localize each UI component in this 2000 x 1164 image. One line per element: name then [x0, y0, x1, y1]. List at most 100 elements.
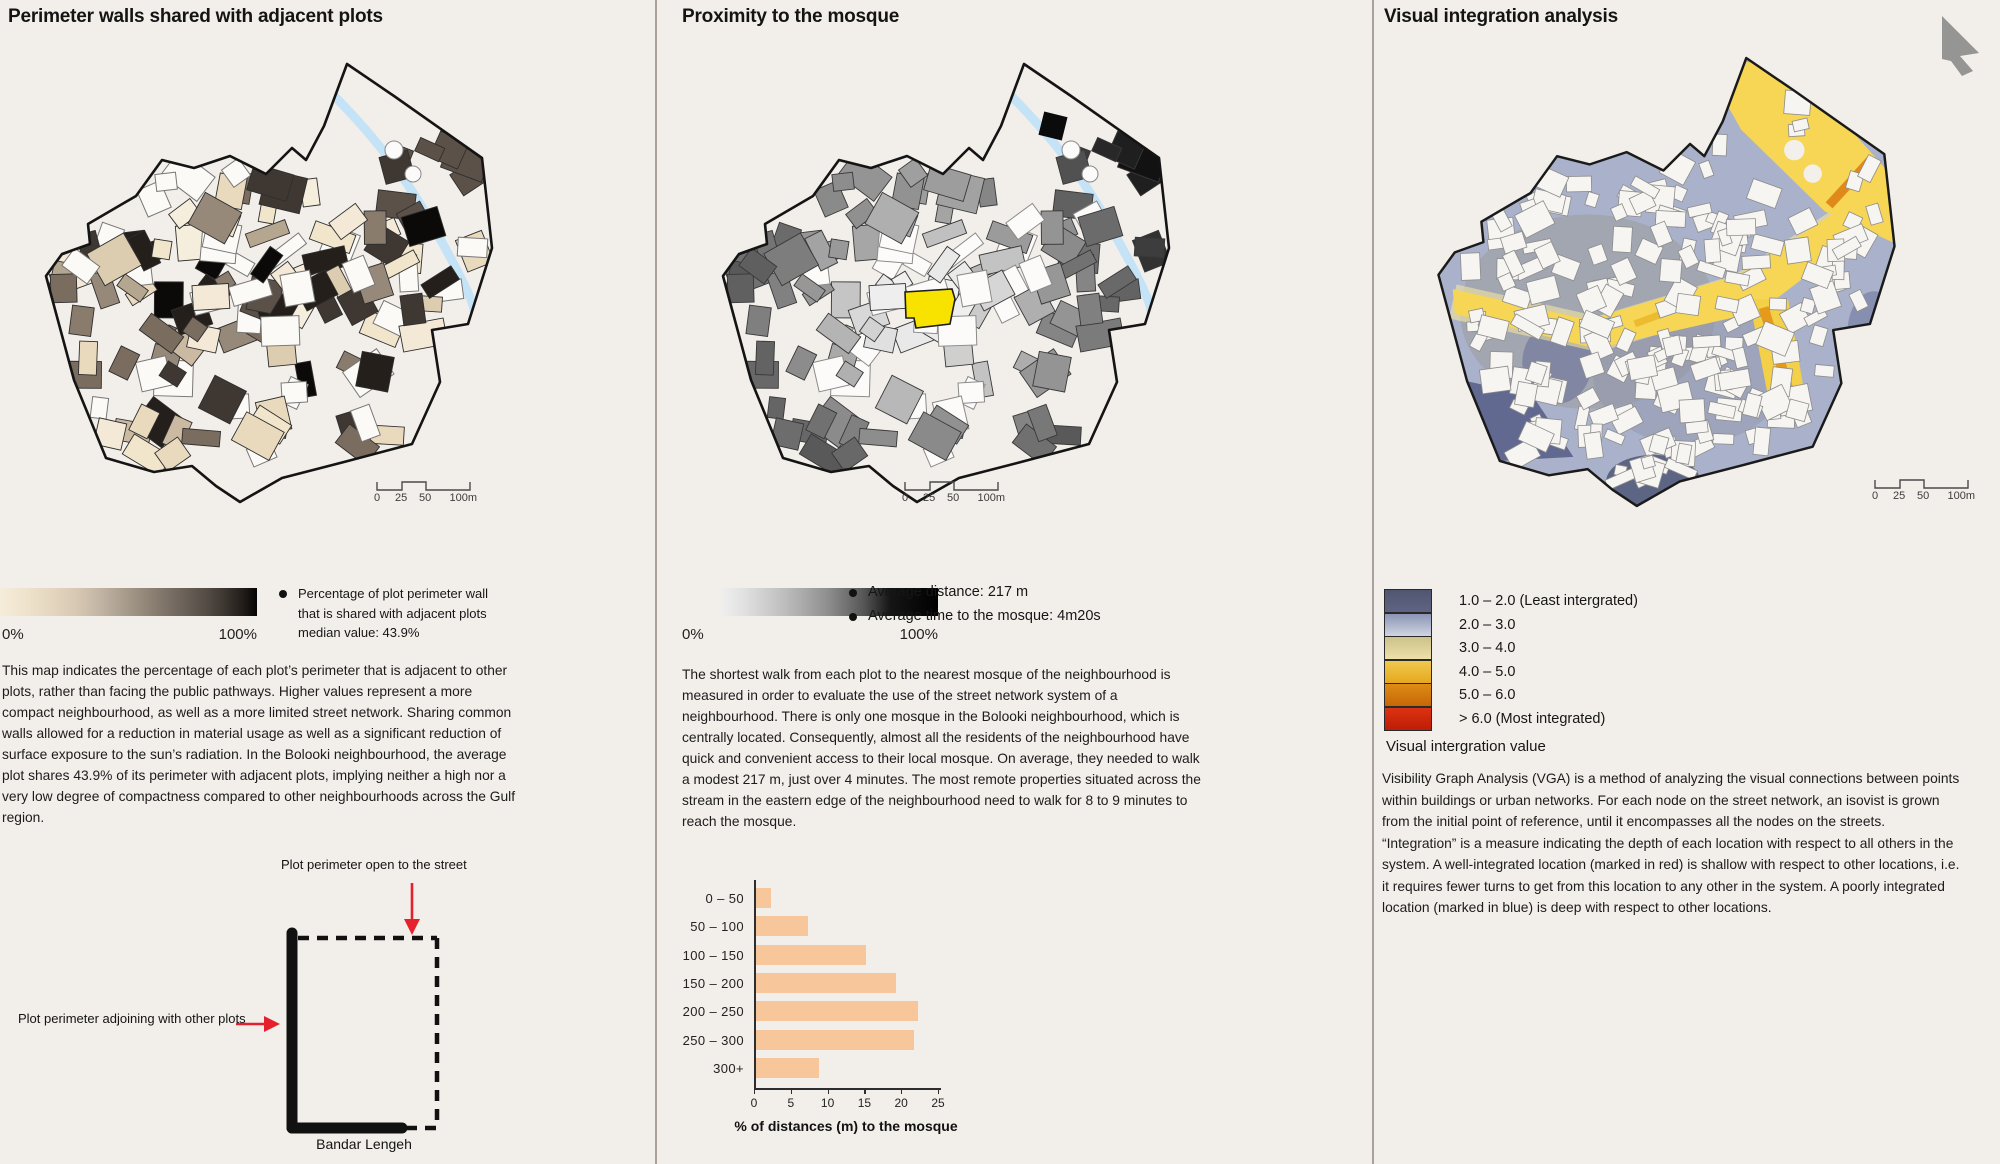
diagram-caption: Bandar Lengeh [316, 1136, 412, 1152]
scale-label-100: 100m [449, 492, 477, 504]
chart-tick-label: 10 [820, 1096, 835, 1110]
map-mosque-proximity [721, 62, 1171, 504]
chart-category-label: 300+ [713, 1060, 744, 1076]
scale-bar: 0 25 50 100m [902, 479, 1005, 509]
vga-legend-label: > 6.0 (Most integrated) [1459, 711, 1606, 727]
plot-perimeter-diagram [236, 883, 440, 1134]
vga-legend-label: 1.0 – 2.0 (Least intergrated) [1459, 593, 1638, 609]
chart-tick [827, 1088, 829, 1094]
chart-tick-label: 25 [931, 1096, 945, 1110]
scale-label-100: 100m [1947, 490, 1975, 502]
legend-note-text: Percentage of plot perimeter wall that i… [298, 586, 489, 640]
panel-body: The shortest walk from each plot to the … [682, 667, 1201, 829]
vga-legend-label: 5.0 – 6.0 [1459, 687, 1516, 703]
page-title: Proximity to the mosque [682, 6, 900, 27]
panel-mosque-proximity: Proximity to the mosque 0 25 50 100m 0% … [656, 0, 1372, 1164]
chart-bar [756, 916, 808, 937]
scale-label-25: 25 [1893, 490, 1906, 502]
vga-legend-row: 3.0 – 4.0 [1384, 636, 1515, 660]
page-title: Perimeter walls shared with adjacent plo… [8, 6, 383, 27]
legend-min-label: 0% [2, 626, 24, 643]
chart-tick [938, 1088, 940, 1094]
legend-note: Percentage of plot perimeter wall that i… [279, 584, 509, 643]
diagram-label-open-street: Plot perimeter open to the street [281, 857, 467, 872]
legend-gradient-bar [721, 588, 938, 616]
scale-bar-icon [904, 481, 999, 491]
scale-bar: 0 25 50 100m [1872, 477, 1975, 507]
bullet-icon [849, 613, 857, 621]
chart-category-label: 150 – 200 [682, 975, 744, 991]
vga-legend-swatch [1384, 613, 1432, 637]
chart-bar [756, 944, 867, 965]
panel-visual-integration: Visual integration analysis 0 25 50 100m… [1372, 0, 2000, 1164]
bullet-icon [849, 589, 857, 597]
stat-average-distance: Average distance: 217 m [849, 583, 1028, 603]
vga-legend-swatch [1384, 636, 1432, 660]
vga-legend-swatch [1384, 683, 1432, 707]
arrow-right-head-icon [264, 1016, 280, 1032]
panel-body: Visibility Graph Analysis (VGA) is a met… [1382, 771, 1960, 915]
diagram-label-adjoining-plots: Plot perimeter adjoining with other plot… [18, 1011, 246, 1026]
scale-label-50: 50 [419, 492, 432, 504]
chart-category-label: 250 – 300 [682, 1032, 744, 1048]
page-title: Visual integration analysis [1384, 6, 1618, 27]
vga-legend-label: 2.0 – 3.0 [1459, 617, 1516, 633]
chart-bar [756, 972, 896, 993]
vga-legend-row: 5.0 – 6.0 [1384, 683, 1515, 707]
chart-tick [901, 1088, 903, 1094]
legend-max-label: 100% [218, 626, 257, 643]
arrow-down-head-icon [404, 919, 420, 935]
scale-label-50: 50 [947, 492, 960, 504]
chart-category-label: 50 – 100 [690, 919, 744, 935]
chart-y-axis [754, 880, 756, 1088]
scale-label-25: 25 [923, 492, 936, 504]
scale-label-100: 100m [977, 492, 1005, 504]
chart-tick-label: 20 [894, 1096, 908, 1110]
legend-max-label: 100% [899, 626, 938, 643]
chart-tick-label: 15 [857, 1096, 872, 1110]
chart-bar [756, 1057, 819, 1078]
panel-body: This map indicates the percentage of eac… [2, 663, 516, 825]
legend-min-label: 0% [682, 626, 704, 643]
chart-tick [790, 1088, 792, 1094]
chart-category-label: 0 – 50 [705, 891, 744, 906]
bar-chart-distances: % of distances (m) to the mosque 0 – 50 5… [656, 878, 996, 1164]
vga-legend-swatch [1384, 589, 1432, 613]
vga-legend-caption: Visual intergration value [1386, 738, 1546, 755]
chart-tick-label: 0 [750, 1096, 758, 1110]
chart-bar [756, 888, 771, 908]
scale-bar: 0 25 50 100m [374, 479, 477, 509]
scale-label-0: 0 [374, 492, 381, 504]
scale-bar-icon [376, 481, 471, 491]
stat-average-time: Average time to the mosque: 4m20s [849, 607, 1101, 627]
scale-label-50: 50 [1917, 490, 1930, 502]
stat-text: Average time to the mosque: 4m20s [868, 608, 1101, 624]
chart-bar [756, 1001, 918, 1022]
panel-perimeter-walls: Perimeter walls shared with adjacent plo… [0, 0, 655, 1164]
chart-tick [754, 1088, 756, 1094]
map-visual-integration [1437, 56, 1896, 508]
chart-x-axis [754, 1088, 941, 1090]
legend-gradient-bar [0, 588, 257, 616]
vga-legend-row: 1.0 – 2.0 (Least intergrated) [1384, 589, 1638, 613]
vga-legend-label: 3.0 – 4.0 [1459, 640, 1516, 656]
bullet-icon [279, 590, 287, 598]
map-perimeter-walls [44, 62, 494, 504]
chart-x-axis-label: % of distances (m) to the mosque [734, 1118, 958, 1134]
scale-label-25: 25 [395, 492, 408, 504]
panel-divider [1372, 0, 1374, 1164]
chart-category-label: 200 – 250 [682, 1004, 744, 1020]
scale-label-0: 0 [902, 492, 909, 504]
stat-text: Average distance: 217 m [868, 584, 1029, 600]
vga-legend-label: 4.0 – 5.0 [1459, 664, 1516, 680]
chart-category-label: 100 – 150 [682, 947, 744, 963]
vga-legend-row: 4.0 – 5.0 [1384, 660, 1515, 684]
mouse-cursor-icon [1942, 16, 1979, 76]
vga-legend-swatch [1384, 707, 1432, 731]
vga-legend-swatch [1384, 660, 1432, 684]
chart-tick-label: 5 [787, 1096, 795, 1110]
chart-tick [864, 1088, 866, 1094]
vga-legend-row: > 6.0 (Most integrated) [1384, 707, 1605, 731]
panel-divider [655, 0, 657, 1164]
